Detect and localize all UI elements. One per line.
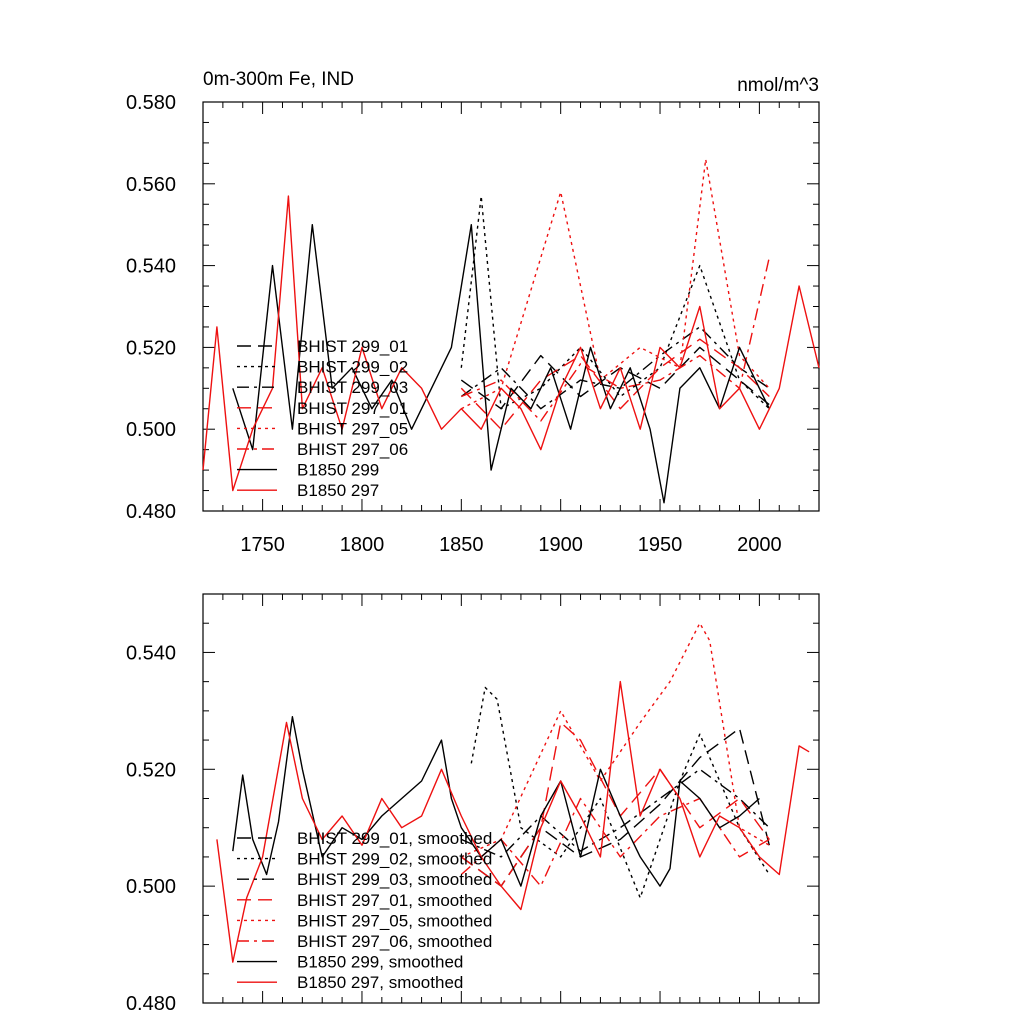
legend-label: B1850 297, smoothed bbox=[297, 973, 463, 992]
series-line bbox=[232, 223, 770, 504]
legend-label: BHIST 299_02 bbox=[297, 358, 408, 377]
x-tick-label: 2000 bbox=[737, 534, 782, 556]
axis-ticks-top: 1750 1800 1850 1900 1950 2000 0.480 0.500 0.520 0… bbox=[126, 92, 820, 556]
y-tick-label: 0.500 bbox=[126, 419, 176, 441]
axis-ticks-bottom: 0.480 0.500 0.520 0.540 bbox=[126, 593, 820, 1015]
series-line bbox=[202, 195, 820, 492]
legend-label: BHIST 297_06, smoothed bbox=[297, 932, 492, 951]
legend-label: BHIST 297_01 bbox=[297, 399, 408, 418]
series-line bbox=[460, 158, 770, 410]
chart-title: 0m-300m Fe, IND bbox=[203, 69, 354, 90]
series-line bbox=[460, 326, 770, 410]
series-line bbox=[470, 686, 770, 899]
legend-label: BHIST 297_01, smoothed bbox=[297, 891, 492, 910]
bottom-panel: 0.480 0.500 0.520 0.540 BHIST 299_01, smoot… bbox=[126, 593, 820, 1015]
series-group-top bbox=[202, 158, 820, 504]
x-tick-label: 1850 bbox=[439, 534, 484, 556]
legend-label: BHIST 299_02, smoothed bbox=[297, 850, 492, 869]
legend-label: BHIST 297_06 bbox=[297, 440, 408, 459]
y-tick-label: 0.480 bbox=[126, 993, 176, 1015]
units-label: nmol/m^3 bbox=[737, 75, 819, 96]
series-line bbox=[232, 716, 760, 887]
series-line bbox=[460, 195, 770, 410]
series-line bbox=[460, 797, 770, 887]
y-tick-label: 0.580 bbox=[126, 92, 176, 114]
series-group-bottom bbox=[216, 622, 810, 963]
legend-label: BHIST 297_05 bbox=[297, 419, 408, 438]
legend-label: B1850 297 bbox=[297, 481, 379, 500]
x-tick-label: 1800 bbox=[340, 534, 385, 556]
legend-bottom: BHIST 299_01, smoothed BHIST 299_02, smoo… bbox=[237, 829, 492, 992]
legend-label: BHIST 299_01 bbox=[297, 337, 408, 356]
legend-label: BHIST 299_03, smoothed bbox=[297, 870, 492, 889]
series-line bbox=[216, 680, 810, 963]
series-line bbox=[461, 768, 770, 858]
y-tick-label: 0.480 bbox=[126, 501, 176, 523]
y-tick-label: 0.540 bbox=[126, 642, 176, 664]
legend-label: BHIST 299_03 bbox=[297, 378, 408, 397]
legend-label: BHIST 299_01, smoothed bbox=[297, 829, 492, 848]
y-tick-label: 0.540 bbox=[126, 256, 176, 278]
x-tick-label: 1750 bbox=[240, 534, 285, 556]
legend-label: B1850 299, smoothed bbox=[297, 953, 463, 972]
series-line bbox=[460, 721, 770, 887]
legend-label: BHIST 297_05, smoothed bbox=[297, 911, 492, 930]
x-tick-label: 1900 bbox=[538, 534, 583, 556]
x-tick-label: 1950 bbox=[638, 534, 683, 556]
series-line bbox=[460, 338, 770, 430]
y-tick-label: 0.520 bbox=[126, 337, 176, 359]
legend-label: B1850 299 bbox=[297, 461, 379, 480]
y-tick-label: 0.500 bbox=[126, 876, 176, 898]
series-line bbox=[461, 622, 770, 858]
top-panel: 0m-300m Fe, IND nmol/m^3 1750 1800 1850 190… bbox=[126, 69, 820, 556]
y-tick-label: 0.560 bbox=[126, 174, 176, 196]
y-tick-label: 0.520 bbox=[126, 759, 176, 781]
